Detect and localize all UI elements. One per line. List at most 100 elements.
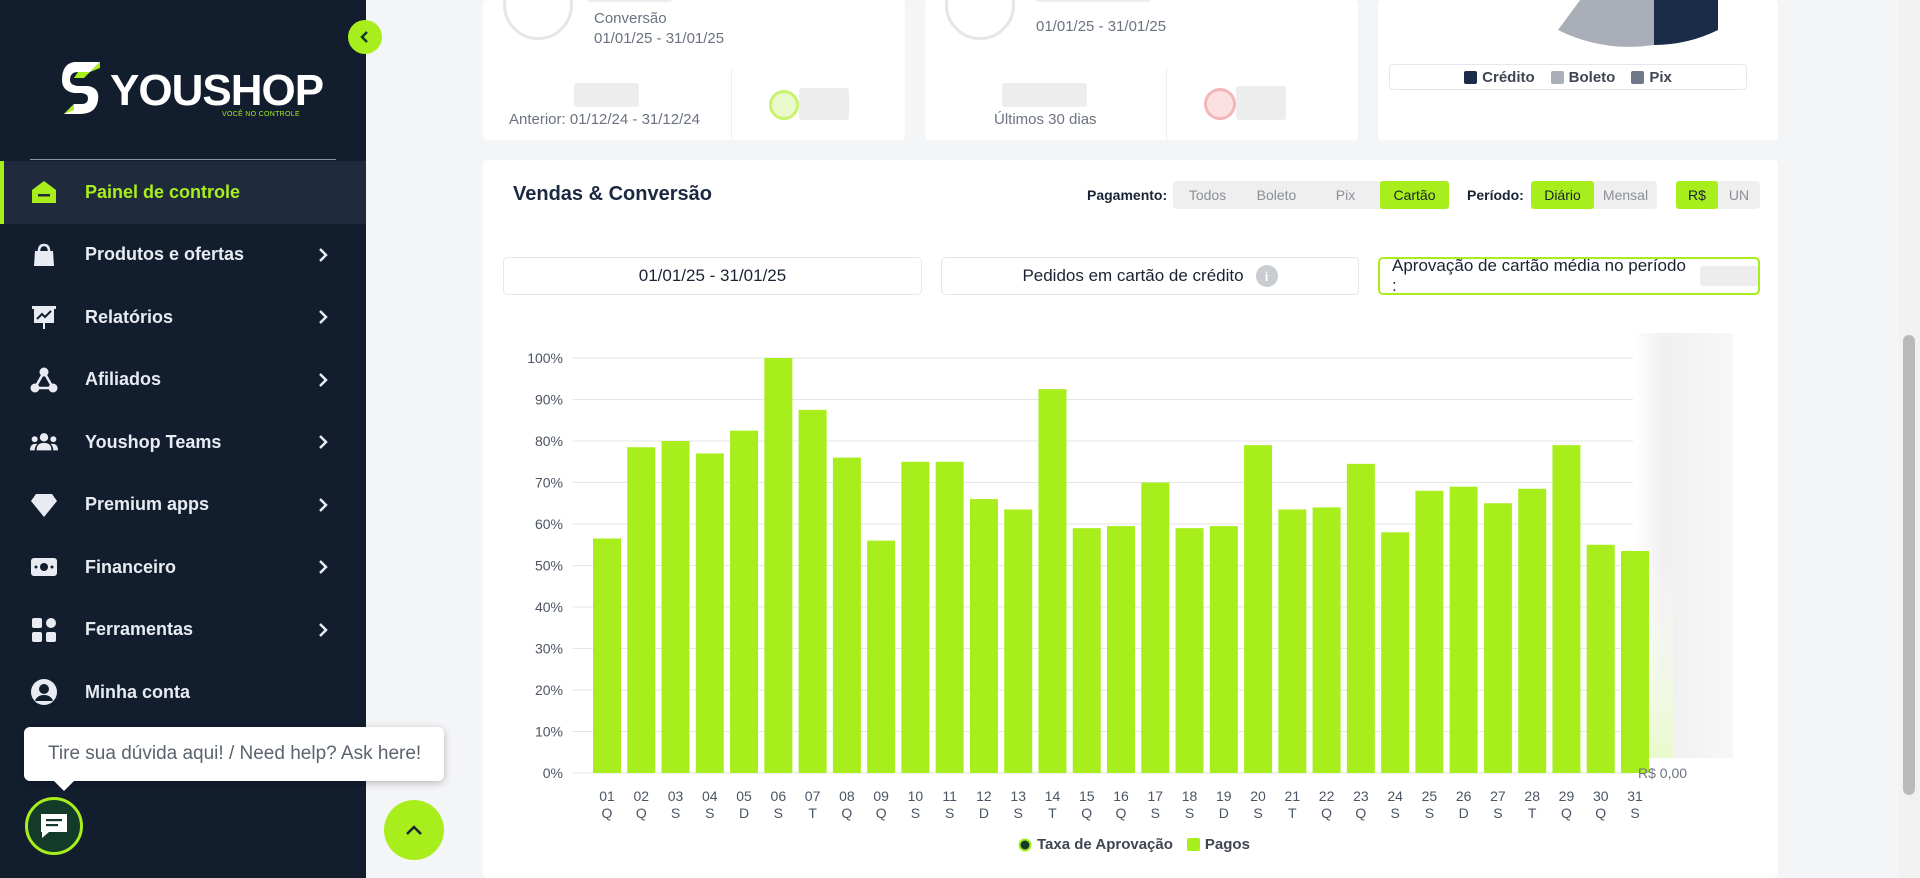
sidebar-item-financeiro[interactable]: Financeiro: [0, 536, 366, 599]
bar-day-29[interactable]: [1552, 445, 1581, 773]
legend-item-boleto[interactable]: Boleto: [1550, 69, 1615, 86]
payment-legend: Crédito Boleto Pix: [1389, 64, 1747, 90]
legend-item-credito[interactable]: Crédito: [1464, 69, 1535, 86]
payment-method-card: [1358, 0, 1778, 140]
bar-day-03[interactable]: [661, 441, 690, 773]
chat-open-button[interactable]: [25, 797, 83, 855]
bar-day-27[interactable]: [1483, 503, 1512, 773]
x-tick-weekday: S: [1185, 805, 1194, 821]
bag-icon: [30, 241, 58, 269]
chevron-right-icon: [319, 497, 328, 512]
legend-item-pagos[interactable]: Pagos: [1186, 836, 1250, 853]
network-icon: [30, 366, 58, 394]
bar-day-22[interactable]: [1312, 507, 1341, 773]
payment-option-cartao[interactable]: Cartão: [1380, 181, 1449, 209]
info-icon[interactable]: i: [1255, 265, 1278, 287]
legend-item-taxa-aprovacao[interactable]: Taxa de Aprovação: [1018, 836, 1173, 853]
x-tick-weekday: Q: [1355, 805, 1366, 821]
unit-option-brl[interactable]: R$: [1676, 181, 1718, 209]
sidebar-item-minha-conta[interactable]: Minha conta: [0, 661, 366, 724]
payment-option-pix[interactable]: Pix: [1335, 187, 1356, 203]
sidebar-item-premium-apps[interactable]: Premium apps: [0, 474, 366, 537]
x-tick-label: 20: [1250, 788, 1266, 804]
brand-logo[interactable]: YOUSHOP VOCÊ NO CONTROLE: [60, 58, 324, 118]
bar-day-13[interactable]: [1004, 509, 1033, 773]
bar-day-17[interactable]: [1141, 482, 1170, 774]
sidebar-item-label: Produtos e ofertas: [85, 244, 245, 265]
sidebar-item-afiliados[interactable]: Afiliados: [0, 349, 366, 412]
chart-x-axis: 01Q02Q03S04S05D06S07T08Q09Q10S11S12D13S1…: [599, 788, 1643, 821]
legend-item-pix[interactable]: Pix: [1631, 69, 1672, 86]
bar-day-07[interactable]: [798, 409, 827, 773]
collapse-sidebar-button[interactable]: [348, 20, 382, 54]
bar-day-24[interactable]: [1381, 532, 1410, 773]
bar-day-15[interactable]: [1072, 528, 1101, 773]
account-icon: [30, 678, 58, 706]
bar-day-30[interactable]: [1586, 544, 1615, 773]
bar-day-05[interactable]: [730, 430, 759, 773]
legend-label: Taxa de Aprovação: [1037, 836, 1173, 853]
x-tick-label: 28: [1524, 788, 1540, 804]
x-tick-weekday: S: [1253, 805, 1262, 821]
x-tick-label: 07: [805, 788, 821, 804]
approval-average-label: Aprovação de cartão média no período :: [1392, 256, 1686, 295]
bar-day-08[interactable]: [832, 457, 861, 773]
x-tick-weekday: S: [774, 805, 783, 821]
x-tick-weekday: S: [1151, 805, 1160, 821]
scroll-to-top-button[interactable]: [384, 800, 444, 860]
sidebar-item-label: Youshop Teams: [85, 431, 222, 452]
x-tick-label: 10: [908, 788, 924, 804]
sidebar-item-produtos-e-ofertas[interactable]: Produtos e ofertas: [0, 224, 366, 287]
bar-day-01[interactable]: [593, 538, 621, 773]
sidebar-item-relatorios[interactable]: Relatórios: [0, 286, 366, 349]
conversion-period: 01/01/25 - 31/01/25: [594, 30, 725, 47]
x-tick-label: 19: [1216, 788, 1232, 804]
orders-credit-label: Pedidos em cartão de crédito: [1022, 266, 1244, 285]
date-range-box[interactable]: 01/01/25 - 31/01/25: [503, 257, 922, 295]
page-scrollbar-thumb[interactable]: [1903, 335, 1915, 795]
bar-day-19[interactable]: [1209, 526, 1238, 773]
chat-icon: [41, 814, 67, 838]
bar-day-26[interactable]: [1449, 486, 1478, 773]
period-option-diario[interactable]: Diário: [1531, 181, 1594, 209]
chevron-left-icon: [360, 31, 368, 43]
bar-day-16[interactable]: [1107, 526, 1135, 773]
x-tick-label: 22: [1319, 788, 1335, 804]
bar-day-21[interactable]: [1278, 509, 1307, 773]
legend-swatch: [1186, 838, 1200, 851]
period-option-mensal[interactable]: Mensal: [1602, 187, 1649, 203]
pie-slice-boleto: [1558, 0, 1654, 47]
bar-day-02[interactable]: [627, 447, 656, 773]
bar-day-23[interactable]: [1346, 463, 1375, 773]
payment-option-todos[interactable]: Todos: [1188, 187, 1227, 203]
bar-day-31[interactable]: [1621, 550, 1649, 773]
conversion-label: Conversão: [594, 10, 667, 27]
payment-option-boleto[interactable]: Boleto: [1256, 187, 1297, 203]
sidebar-item-painel-de-controle[interactable]: Painel de controle: [0, 161, 366, 224]
bar-day-11[interactable]: [935, 461, 964, 773]
unit-option-un[interactable]: UN: [1728, 187, 1750, 203]
x-tick-label: 27: [1490, 788, 1506, 804]
bar-day-04[interactable]: [695, 453, 724, 773]
legend-label: Pix: [1649, 68, 1672, 86]
bar-day-06[interactable]: [764, 358, 793, 773]
bar-day-25[interactable]: [1415, 490, 1444, 773]
approval-value-placeholder: [1700, 266, 1758, 286]
y-tick-label: 100%: [527, 350, 563, 366]
bar-day-18[interactable]: [1175, 528, 1204, 773]
legend-swatch: [1550, 70, 1564, 84]
bar-day-20[interactable]: [1244, 445, 1273, 773]
payment-pie-chart: [1558, 0, 1718, 47]
bar-day-14[interactable]: [1038, 389, 1067, 773]
bar-day-12[interactable]: [969, 499, 998, 773]
bar-day-09[interactable]: [867, 540, 896, 773]
sidebar-item-youshop-teams[interactable]: Youshop Teams: [0, 411, 366, 474]
x-tick-label: 26: [1456, 788, 1472, 804]
x-tick-label: 09: [873, 788, 889, 804]
bar-day-28[interactable]: [1518, 488, 1547, 773]
bar-day-10[interactable]: [901, 461, 930, 773]
x-tick-label: 05: [736, 788, 752, 804]
help-chat-bubble[interactable]: Tire sua dúvida aqui! / Need help? Ask h…: [24, 727, 444, 791]
value-placeholder: [587, 0, 672, 2]
sidebar-item-ferramentas[interactable]: Ferramentas: [0, 599, 366, 662]
